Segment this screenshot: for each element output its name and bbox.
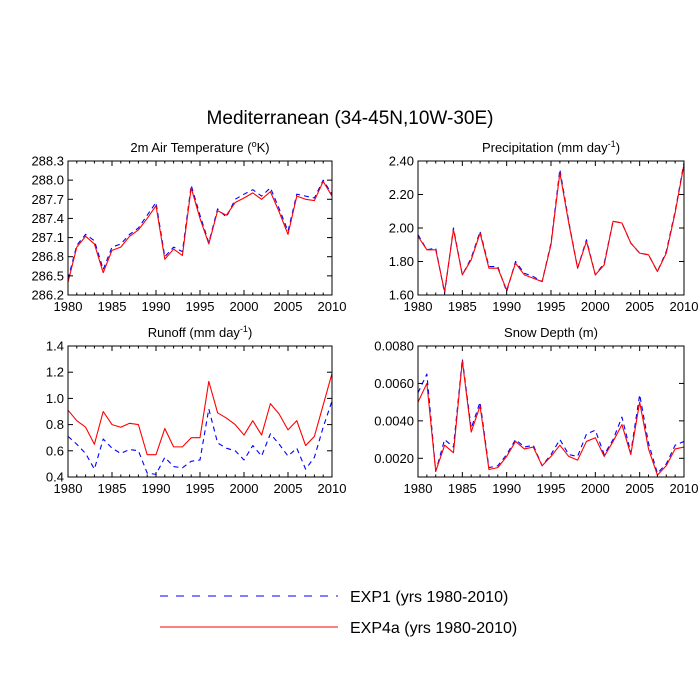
air-temperature-title-text: 2m Air Temperature ( <box>130 140 252 155</box>
snow-depth-xtick-label: 1985 <box>448 481 477 496</box>
air-temperature-ytick-label: 287.1 <box>31 230 64 245</box>
legend-exp4a-label: EXP4a (yrs 1980-2010) <box>350 620 517 637</box>
air-temperature-xtick-label: 2000 <box>230 299 259 314</box>
air-temperature-ytick-label: 286.2 <box>31 288 64 303</box>
runoff-exp4a-line <box>67 373 333 456</box>
legend-exp1-label: EXP1 (yrs 1980-2010) <box>350 589 508 606</box>
runoff-xtick-label: 1990 <box>142 481 171 496</box>
air-temperature-title: 2m Air Temperature (oK) <box>130 139 269 155</box>
runoff-xtick-label: 2000 <box>230 481 259 496</box>
runoff-xtick-label: 2010 <box>318 481 347 496</box>
snow-depth-xtick-label: 2010 <box>670 481 699 496</box>
snow-depth-ytick-label: 0.0040 <box>374 413 414 428</box>
snow-depth-exp1-line <box>417 358 685 474</box>
air-temperature-ytick-label: 288.3 <box>31 154 64 169</box>
air-temperature-ytick-label: 286.8 <box>31 249 64 264</box>
precipitation-xtick-label: 1995 <box>537 299 566 314</box>
precipitation-panel: Precipitation (mm day-1) 1980 1985 1990 1995… <box>389 139 699 314</box>
runoff-ytick-label: 0.6 <box>46 443 64 458</box>
air-temperature-ytick-label: 286.5 <box>31 268 64 283</box>
runoff-ytick-label: 1.0 <box>46 391 64 406</box>
snow-depth-ytick-label: 0.0080 <box>374 339 414 354</box>
main-title: Mediterranean (34-45N,10W-30E) <box>207 108 494 129</box>
runoff-ytick-label: 0.8 <box>46 417 64 432</box>
precipitation-ytick-label: 1.80 <box>389 254 414 269</box>
runoff-ytick-label: 1.4 <box>46 339 64 354</box>
air-temperature-xtick-label: 1985 <box>98 299 127 314</box>
air-temperature-xtick-label: 1980 <box>54 299 83 314</box>
precipitation-title: Precipitation (mm day-1) <box>482 139 620 155</box>
snow-depth-title: Snow Depth (m) <box>504 325 598 340</box>
runoff-exp1-line <box>67 400 333 475</box>
precipitation-exp4a-line <box>417 164 685 293</box>
snow-depth-xtick-label: 2005 <box>625 481 654 496</box>
runoff-panel: Runoff (mm day-1) 1980 1985 1990 1995 2000 200… <box>46 324 347 496</box>
air-temperature-frame <box>67 160 333 296</box>
precipitation-ytick-label: 1.60 <box>389 288 414 303</box>
air-temperature-exp1-line <box>67 179 333 280</box>
air-temperature-title-end: K) <box>257 140 270 155</box>
snow-depth-xtick-label: 1990 <box>492 481 521 496</box>
runoff-title: Runoff (mm day-1) <box>148 324 253 340</box>
precipitation-title-end: ) <box>616 140 620 155</box>
air-temperature-xtick-label: 2010 <box>318 299 347 314</box>
precipitation-title-text: Precipitation (mm day <box>482 140 608 155</box>
runoff-title-text: Runoff (mm day <box>148 325 241 340</box>
precipitation-xtick-label: 2005 <box>625 299 654 314</box>
snow-depth-panel: Snow Depth (m) 1980 1985 1990 1995 2000 2005 20… <box>374 325 698 496</box>
snow-depth-title-text: Snow Depth (m) <box>504 325 598 340</box>
runoff-ytick-label: 1.2 <box>46 365 64 380</box>
precipitation-xtick-label: 1980 <box>404 299 433 314</box>
precipitation-ytick-label: 2.00 <box>389 221 414 236</box>
snow-depth-xtick-label: 2000 <box>581 481 610 496</box>
air-temperature-ytick-label: 288.0 <box>31 173 64 188</box>
precipitation-exp1-line <box>417 162 685 294</box>
precipitation-frame <box>417 160 685 296</box>
air-temperature-ytick-label: 287.7 <box>31 192 64 207</box>
precipitation-title-sup: -1 <box>608 139 616 149</box>
snow-depth-ytick-label: 0.0020 <box>374 451 414 466</box>
precipitation-ytick-label: 2.40 <box>389 154 414 169</box>
legend: EXP1 (yrs 1980-2010) EXP4a (yrs 1980-201… <box>160 589 517 637</box>
precipitation-xtick-label: 1990 <box>492 299 521 314</box>
air-temperature-ytick-label: 287.4 <box>31 211 64 226</box>
snow-depth-xtick-label: 1980 <box>404 481 433 496</box>
precipitation-xtick-label: 1985 <box>448 299 477 314</box>
air-temperature-xtick-label: 1995 <box>186 299 215 314</box>
runoff-title-sup: -1 <box>240 324 248 334</box>
air-temperature-exp4a-line <box>67 180 333 283</box>
air-temperature-xtick-label: 1990 <box>142 299 171 314</box>
runoff-xtick-label: 1995 <box>186 481 215 496</box>
air-temperature-panel: 2m Air Temperature (oK) 1980 1985 1990 1995 2… <box>31 139 346 314</box>
panels: 2m Air Temperature (oK) 1980 1985 1990 1995 2… <box>31 139 698 496</box>
runoff-ytick-label: 0.4 <box>46 470 64 485</box>
snow-depth-ytick-label: 0.0060 <box>374 376 414 391</box>
runoff-xtick-label: 1985 <box>98 481 127 496</box>
air-temperature-title-sup: o <box>252 139 257 149</box>
precipitation-ytick-label: 2.20 <box>389 187 414 202</box>
runoff-xtick-label: 2005 <box>274 481 303 496</box>
runoff-xtick-label: 1980 <box>54 481 83 496</box>
air-temperature-xtick-label: 2005 <box>274 299 303 314</box>
snow-depth-xtick-label: 1995 <box>537 481 566 496</box>
precipitation-xtick-label: 2010 <box>670 299 699 314</box>
snow-depth-exp4a-line <box>417 360 685 476</box>
precipitation-xtick-label: 2000 <box>581 299 610 314</box>
runoff-title-end: ) <box>248 325 252 340</box>
